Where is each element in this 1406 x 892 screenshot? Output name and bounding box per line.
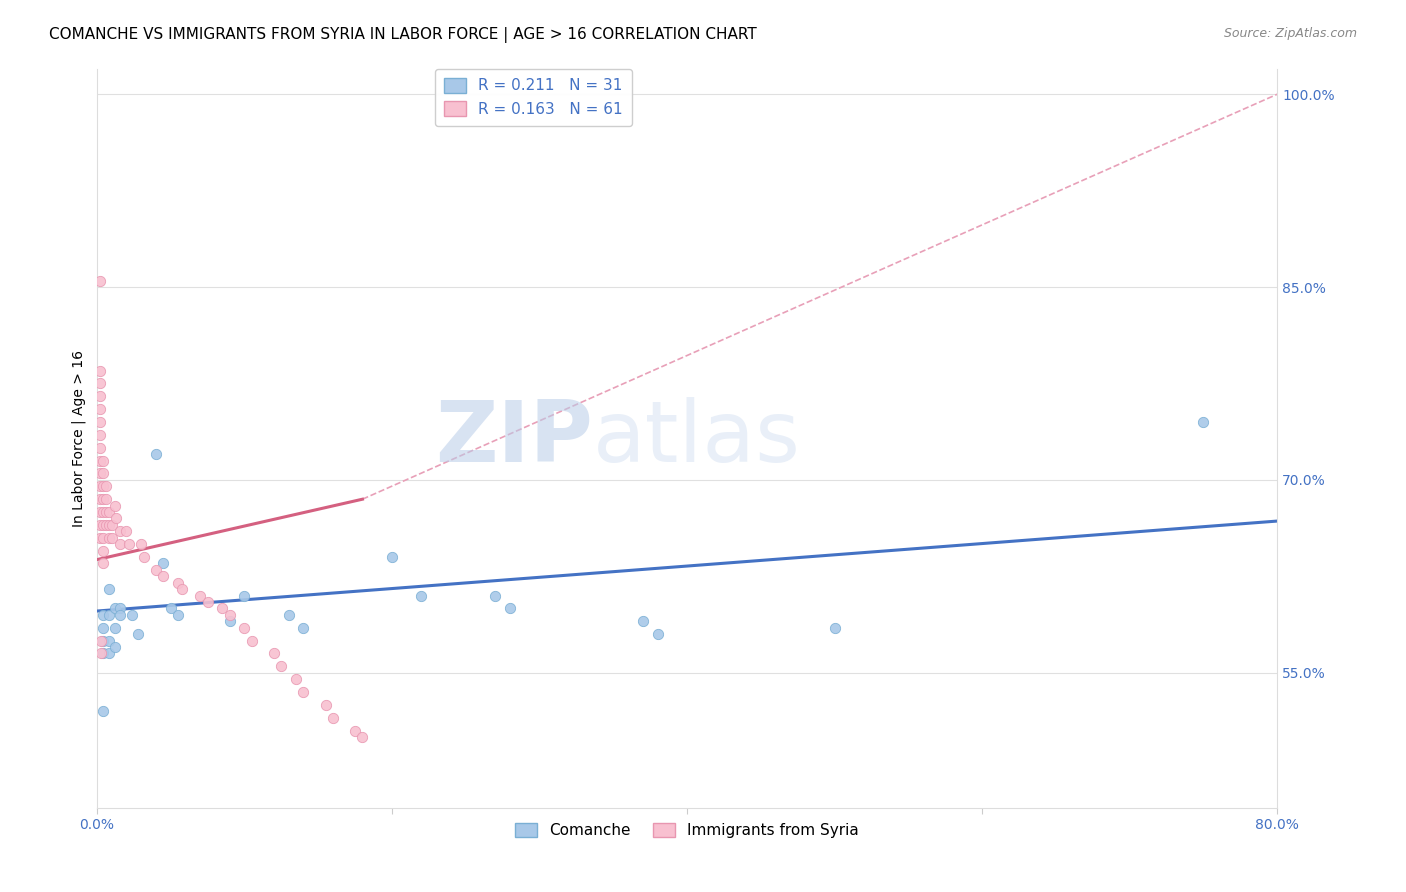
Point: [91, 607, 114, 622]
Point: [103, 621, 125, 635]
Point: [1192, 415, 1215, 429]
Point: [121, 607, 143, 622]
Point: [211, 601, 233, 615]
Point: [218, 607, 240, 622]
Point: [97, 505, 120, 519]
Point: [90, 647, 112, 661]
Point: [263, 647, 285, 661]
Point: [292, 685, 315, 699]
Point: [110, 607, 132, 622]
Point: [115, 524, 138, 539]
Point: [127, 627, 149, 641]
Point: [285, 672, 308, 686]
Point: [94, 492, 117, 507]
Point: [129, 537, 152, 551]
Point: [91, 505, 114, 519]
Point: [188, 589, 211, 603]
Point: [218, 615, 240, 629]
Point: [91, 543, 114, 558]
Point: [110, 537, 132, 551]
Point: [100, 531, 122, 545]
Point: [91, 479, 114, 493]
Point: [110, 601, 132, 615]
Point: [89, 467, 111, 481]
Point: [91, 633, 114, 648]
Point: [647, 627, 669, 641]
Point: [89, 402, 111, 417]
Point: [89, 364, 111, 378]
Point: [118, 537, 141, 551]
Point: [91, 621, 114, 635]
Text: ZIP: ZIP: [434, 397, 592, 480]
Point: [97, 517, 120, 532]
Legend: Comanche, Immigrants from Syria: Comanche, Immigrants from Syria: [509, 817, 865, 845]
Point: [152, 557, 174, 571]
Point: [89, 517, 111, 532]
Point: [91, 467, 114, 481]
Point: [89, 415, 111, 429]
Point: [240, 633, 263, 648]
Point: [344, 723, 367, 738]
Y-axis label: In Labor Force | Age > 16: In Labor Force | Age > 16: [72, 350, 86, 526]
Point: [89, 441, 111, 455]
Point: [100, 517, 122, 532]
Point: [145, 447, 167, 461]
Point: [159, 601, 181, 615]
Point: [89, 376, 111, 391]
Point: [381, 549, 404, 564]
Point: [89, 505, 111, 519]
Point: [103, 499, 125, 513]
Point: [91, 453, 114, 467]
Point: [484, 589, 506, 603]
Point: [277, 607, 299, 622]
Point: [89, 274, 111, 288]
Point: [94, 479, 117, 493]
Point: [172, 582, 194, 597]
Point: [132, 549, 155, 564]
Point: [91, 557, 114, 571]
Point: [167, 575, 190, 590]
Point: [352, 730, 374, 744]
Point: [233, 589, 256, 603]
Point: [89, 453, 111, 467]
Point: [91, 517, 114, 532]
Point: [89, 389, 111, 403]
Point: [97, 647, 120, 661]
Point: [145, 563, 167, 577]
Point: [103, 601, 125, 615]
Point: [499, 601, 522, 615]
Point: [97, 607, 120, 622]
Point: [152, 569, 174, 583]
Point: [824, 621, 846, 635]
Point: [411, 589, 433, 603]
Point: [97, 531, 120, 545]
Point: [89, 428, 111, 442]
Text: atlas: atlas: [592, 397, 800, 480]
Point: [90, 633, 112, 648]
Point: [94, 517, 117, 532]
Point: [91, 492, 114, 507]
Point: [292, 621, 315, 635]
Point: [91, 531, 114, 545]
Point: [89, 531, 111, 545]
Point: [270, 659, 292, 673]
Point: [315, 698, 337, 712]
Point: [110, 524, 132, 539]
Point: [97, 633, 120, 648]
Point: [322, 711, 344, 725]
Point: [89, 492, 111, 507]
Point: [91, 704, 114, 718]
Point: [91, 647, 114, 661]
Point: [197, 595, 219, 609]
Text: Source: ZipAtlas.com: Source: ZipAtlas.com: [1223, 27, 1357, 40]
Point: [631, 615, 654, 629]
Point: [97, 582, 120, 597]
Point: [94, 505, 117, 519]
Point: [89, 479, 111, 493]
Point: [167, 607, 190, 622]
Point: [105, 511, 128, 525]
Point: [233, 621, 256, 635]
Text: COMANCHE VS IMMIGRANTS FROM SYRIA IN LABOR FORCE | AGE > 16 CORRELATION CHART: COMANCHE VS IMMIGRANTS FROM SYRIA IN LAB…: [49, 27, 756, 43]
Point: [103, 640, 125, 654]
